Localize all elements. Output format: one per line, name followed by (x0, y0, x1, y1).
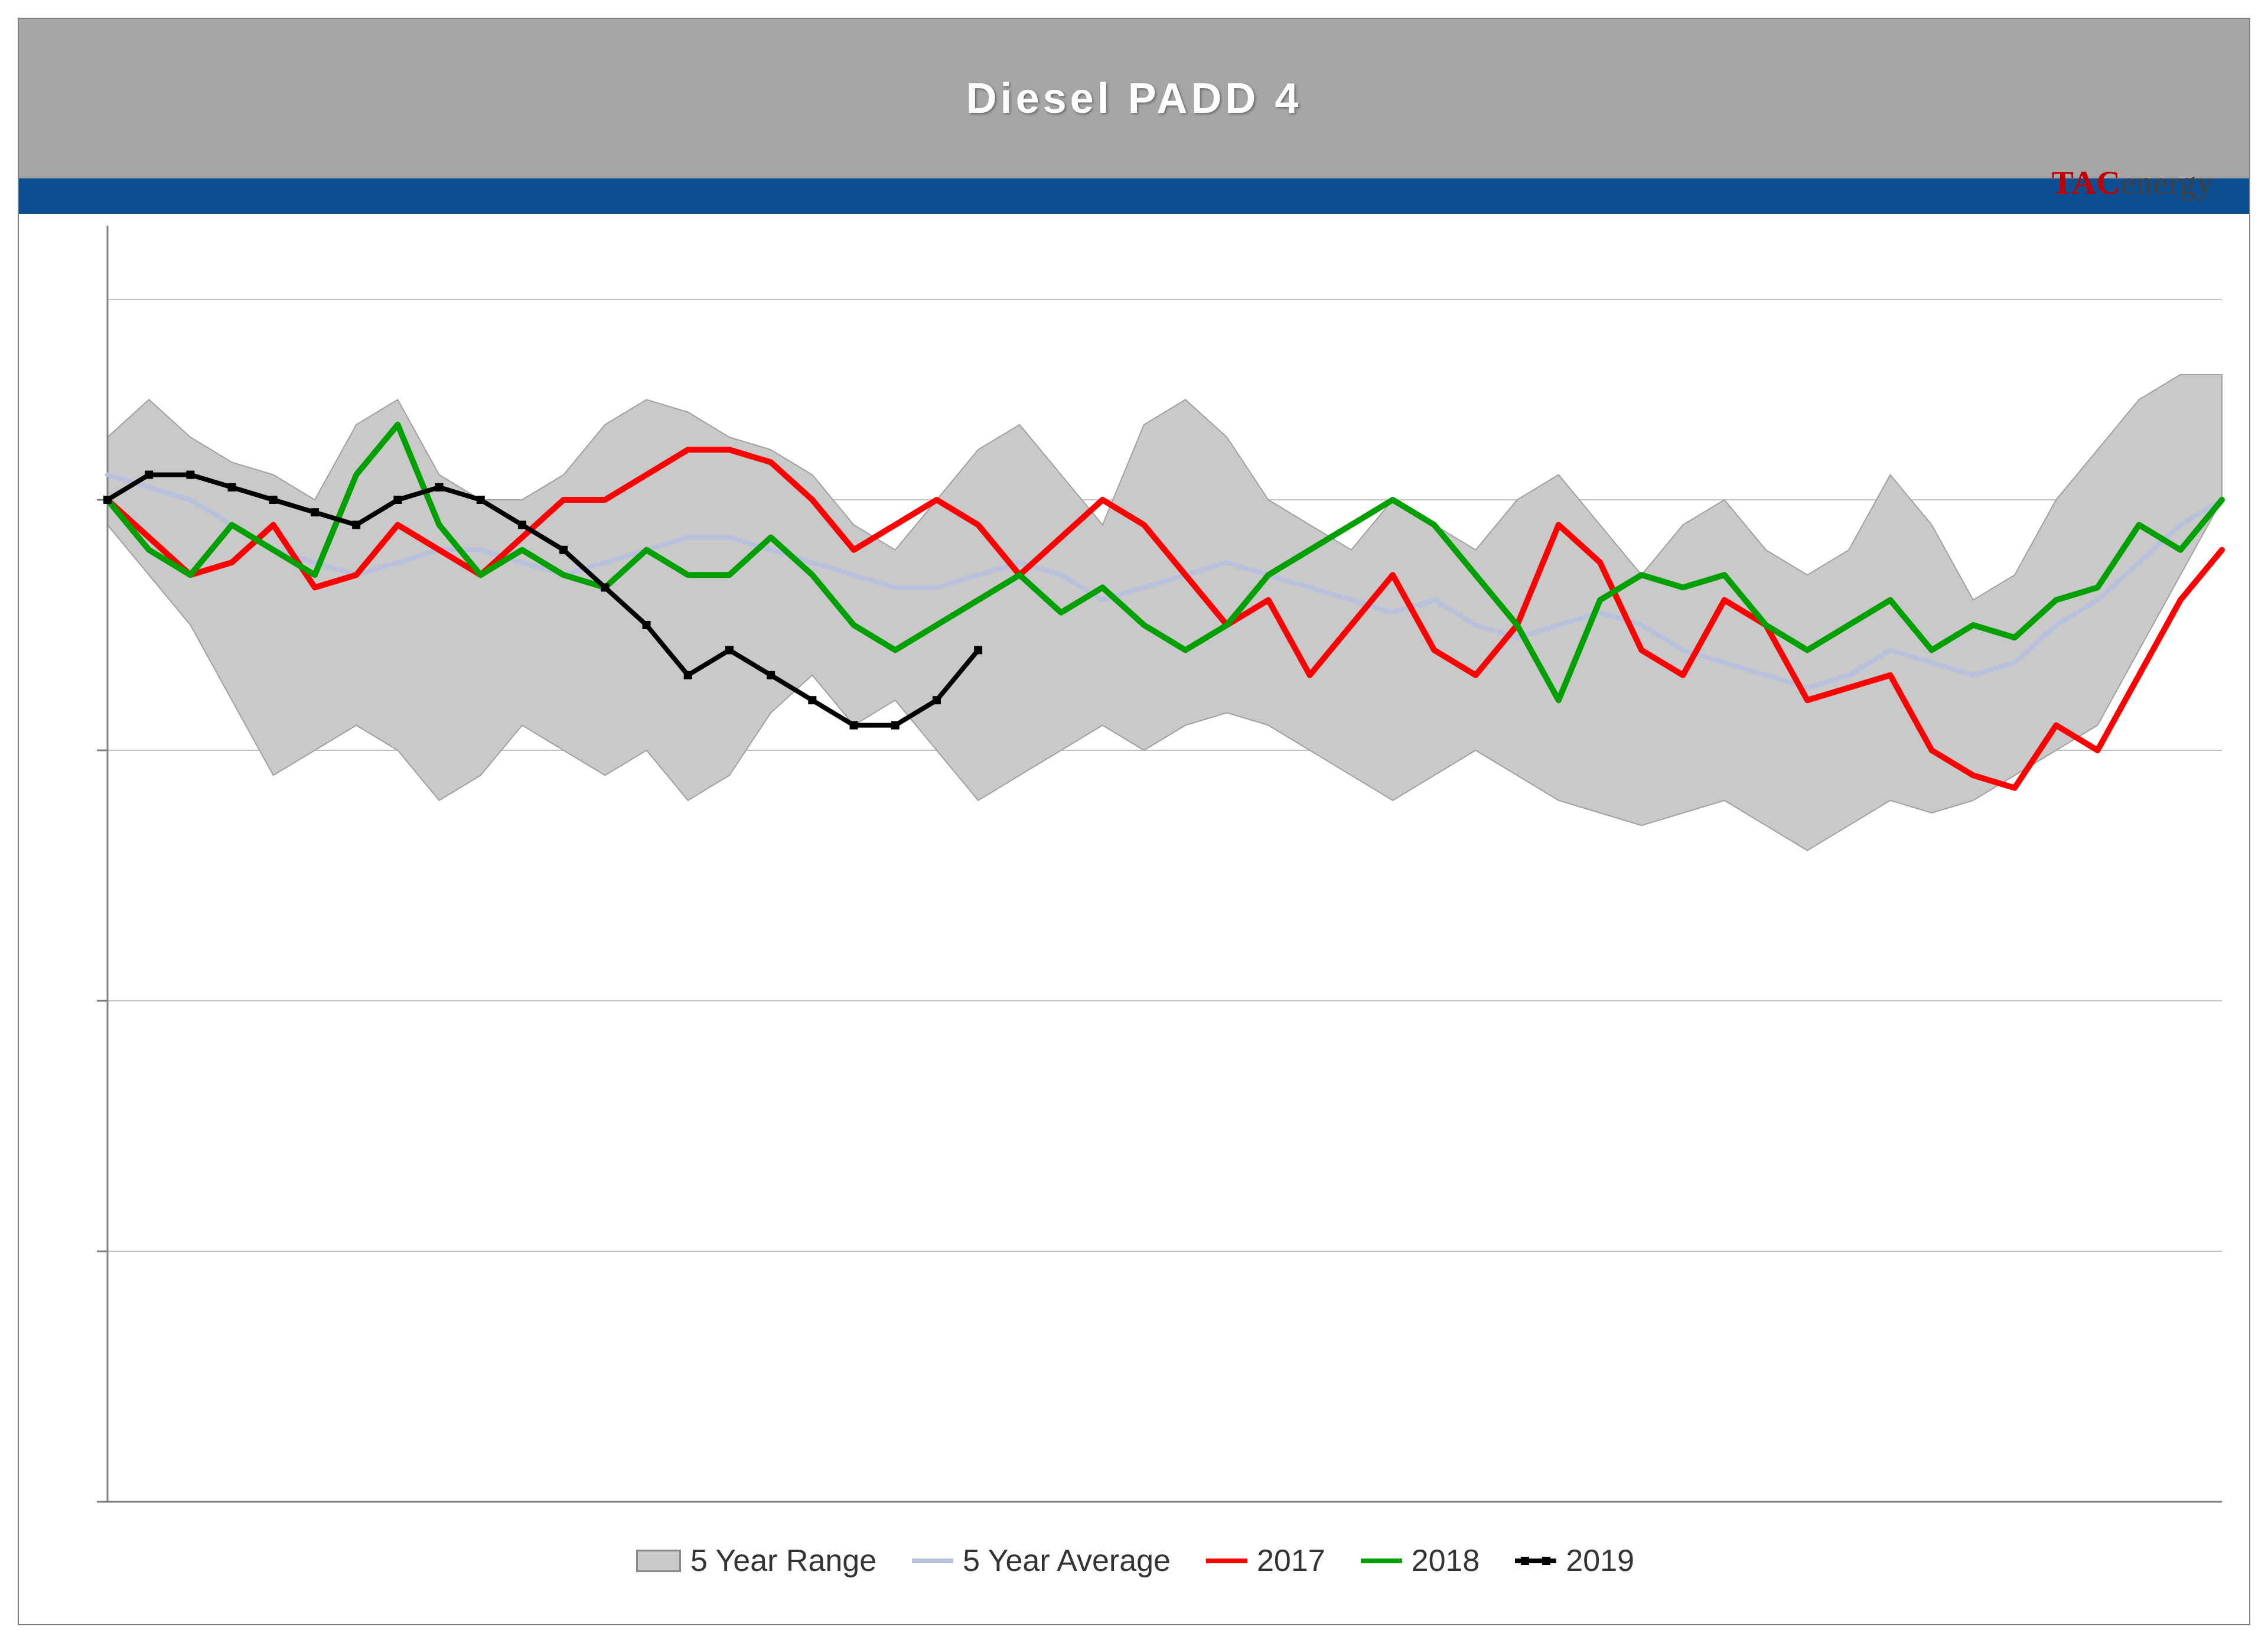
title-bar: Diesel PADD 4 TACenergy (19, 19, 2249, 178)
chart-title: Diesel PADD 4 (966, 74, 1302, 123)
logo-energy: energy (2121, 165, 2214, 201)
legend-swatch-2018 (1361, 1559, 1402, 1563)
legend-swatch-2019 (1515, 1559, 1556, 1563)
legend-swatch-avg (912, 1559, 953, 1563)
legend-item-avg: 5 Year Average (912, 1543, 1171, 1579)
legend-swatch-2017 (1206, 1559, 1247, 1563)
accent-bar (19, 178, 2249, 214)
legend-item-2018: 2018 (1361, 1543, 1480, 1579)
legend: 5 Year Range 5 Year Average 2017 2018 20… (636, 1543, 1634, 1579)
brand-logo: TACenergy (2052, 164, 2214, 202)
logo-tac: TAC (2052, 165, 2121, 201)
plot-area-wrap: 5 Year Range 5 Year Average 2017 2018 20… (37, 214, 2234, 1608)
legend-item-range: 5 Year Range (636, 1543, 876, 1579)
legend-label: 5 Year Average (963, 1543, 1171, 1579)
plot-svg (37, 214, 2234, 1608)
legend-item-2019: 2019 (1515, 1543, 1634, 1579)
legend-label: 2018 (1412, 1543, 1480, 1579)
chart-frame: Diesel PADD 4 TACenergy 5 Year Range 5 Y… (18, 18, 2250, 1625)
legend-item-2017: 2017 (1206, 1543, 1325, 1579)
legend-swatch-range (636, 1550, 681, 1572)
legend-label: 2017 (1257, 1543, 1325, 1579)
legend-label: 5 Year Range (690, 1543, 876, 1579)
legend-label: 2019 (1566, 1543, 1634, 1579)
